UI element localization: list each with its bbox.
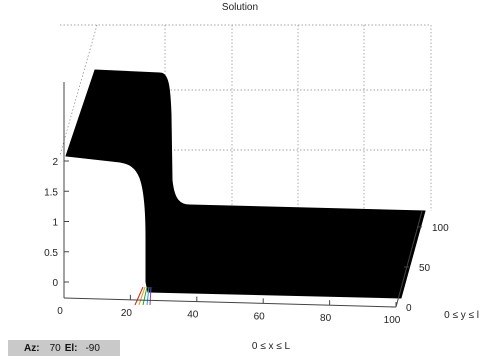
y-tick-label: 50 [419, 263, 431, 274]
back-wall-frame [60, 24, 432, 211]
chart-title: Solution [222, 2, 258, 13]
view-angle-readout: Az: 70 El: -90 [8, 340, 120, 356]
x-axis-label: 0 ≤ x ≤ L [252, 341, 291, 352]
contour-lines [134, 286, 152, 306]
y-tick-label: 0 [406, 303, 412, 314]
elevation-value: -90 [85, 342, 100, 354]
x-tick-label: 20 [121, 308, 133, 319]
y-axis-label: 0 ≤ y ≤ l [444, 310, 479, 321]
contour-line [138, 286, 146, 306]
z-tick-label: 0.5 [44, 248, 58, 259]
x-tick-label: 0 [57, 306, 63, 317]
back-edge-left [59, 24, 98, 156]
azimuth-value: 70 [49, 342, 61, 354]
solution-surface [65, 69, 426, 299]
contour-line [146, 286, 150, 306]
elevation-label: El: [64, 342, 78, 354]
azimuth-label: Az: [24, 342, 40, 354]
z-tick-label: 2 [52, 157, 58, 168]
x-tick-label: 80 [320, 313, 332, 324]
y-tick-label: 100 [432, 223, 449, 234]
x-tick-label: 100 [384, 315, 401, 326]
contour-line [149, 286, 152, 306]
x-tick-label: 60 [254, 311, 266, 322]
z-ticks: 0 0.5 1 1.5 2 [44, 157, 69, 289]
x-ticks: 0 20 40 60 80 100 [57, 293, 401, 326]
contour-line [134, 286, 144, 306]
y-ticks: 0 50 100 [391, 223, 449, 314]
z-tick-label: 1.5 [44, 187, 58, 198]
z-tick-label: 1 [52, 218, 58, 229]
contour-line [142, 286, 148, 306]
x-axis-line [63, 297, 397, 308]
z-tick-label: 0 [52, 278, 58, 289]
x-tick-label: 40 [187, 310, 199, 321]
